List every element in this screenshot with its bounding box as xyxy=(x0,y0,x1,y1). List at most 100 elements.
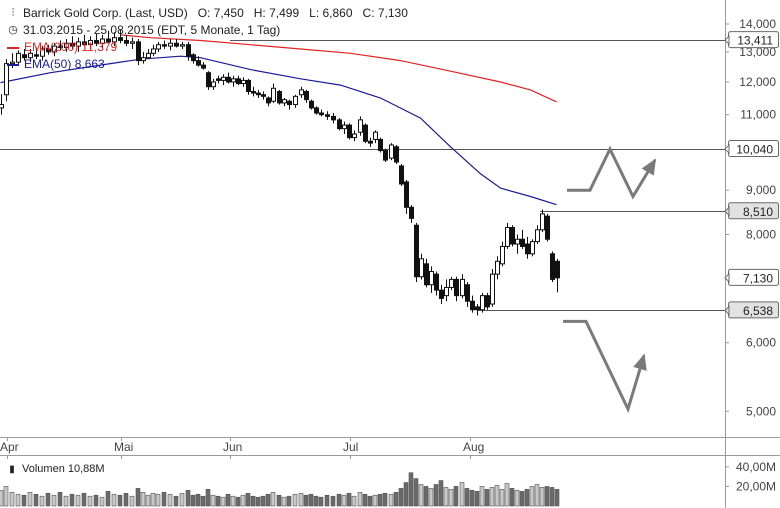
candle xyxy=(414,222,419,283)
volume-bar xyxy=(388,493,394,507)
candle xyxy=(196,56,201,67)
candle-body xyxy=(409,206,414,219)
y-tick-label: 9,000 xyxy=(746,183,776,197)
volume-bar xyxy=(150,492,156,507)
volume-bar xyxy=(514,490,520,507)
candle-body xyxy=(64,42,69,49)
candle-body xyxy=(28,52,33,59)
volume-bar xyxy=(367,495,373,507)
candle xyxy=(70,36,75,49)
low-value: 6,860 xyxy=(322,6,353,20)
volume-bar xyxy=(377,493,383,507)
candle-body xyxy=(399,165,404,185)
candlesticks xyxy=(0,29,560,316)
candle xyxy=(4,59,9,102)
candle-body xyxy=(337,119,342,130)
price-label-text: 13,411 xyxy=(737,34,773,48)
arrow-head xyxy=(641,158,657,176)
candle xyxy=(449,276,454,291)
close-label: C: xyxy=(362,6,375,20)
grid-lines xyxy=(0,40,725,311)
arrow-path xyxy=(563,319,646,414)
volume-bar xyxy=(93,494,99,507)
candle-body xyxy=(347,124,352,139)
candle-body xyxy=(470,300,475,311)
candle-body xyxy=(162,44,167,47)
candle xyxy=(525,236,530,259)
candle-body xyxy=(261,94,266,97)
volume-bar xyxy=(504,483,510,507)
volume-bar xyxy=(281,496,287,507)
volume-bar xyxy=(87,495,93,507)
candle-body xyxy=(266,97,271,104)
price-label-text: 10,040 xyxy=(736,143,773,157)
volume-bar xyxy=(494,485,500,507)
volume-tick-label: 40,00M xyxy=(736,460,776,474)
candle-body xyxy=(389,144,394,159)
volume-bar xyxy=(81,492,87,507)
x-tick-label: Jul xyxy=(343,440,358,454)
candle-body xyxy=(246,79,251,92)
volume-bar xyxy=(145,494,151,507)
candle-body xyxy=(211,81,216,88)
candle xyxy=(399,163,404,187)
candle xyxy=(58,40,63,51)
volume-bar xyxy=(382,492,388,507)
candle-body xyxy=(358,119,363,133)
candle xyxy=(373,130,378,144)
legend-ema200-row[interactable]: EMA(200) 11,379 xyxy=(6,39,408,56)
candle-body xyxy=(299,89,304,96)
candle xyxy=(76,37,81,52)
candle-body xyxy=(454,278,459,297)
volume-bar xyxy=(225,493,231,507)
candle xyxy=(16,50,21,66)
candle xyxy=(485,292,490,310)
candle-body xyxy=(58,45,63,49)
candle xyxy=(480,292,485,313)
candle xyxy=(470,295,475,313)
candle xyxy=(211,78,216,90)
bullish-arrow xyxy=(567,145,657,200)
candle-body xyxy=(331,115,336,121)
legend-ema50-row[interactable]: EMA(50) 8,663 xyxy=(6,56,408,73)
y-tick-label: 8,000 xyxy=(746,228,776,242)
candle-body xyxy=(40,48,45,57)
volume-bar xyxy=(324,494,330,507)
candle xyxy=(314,106,319,115)
volume-bar xyxy=(200,495,206,507)
volume-bar xyxy=(215,495,221,507)
candle xyxy=(231,75,236,87)
low-label: L: xyxy=(309,6,320,20)
price-label-pointer xyxy=(724,143,730,155)
candle-body xyxy=(319,112,324,116)
candle xyxy=(495,256,500,280)
candle xyxy=(277,89,282,105)
candle-body xyxy=(130,41,135,44)
candle-body xyxy=(429,271,434,286)
volume-bar xyxy=(129,495,135,507)
candle-body xyxy=(495,260,500,275)
candle xyxy=(304,89,309,103)
candle-body xyxy=(94,39,99,44)
volume-bar xyxy=(179,492,185,507)
candle xyxy=(106,30,111,44)
candle-body xyxy=(444,286,449,297)
y-tick-label: 6,000 xyxy=(746,336,776,350)
candle xyxy=(136,39,141,66)
candle-body xyxy=(82,41,87,46)
volume-bar xyxy=(205,489,211,507)
volume-value: 10,88M xyxy=(67,463,105,475)
open-label: O: xyxy=(197,6,211,20)
volume-bar xyxy=(351,495,357,507)
candle-body xyxy=(124,39,129,44)
candle-body xyxy=(106,38,111,43)
volume-bar xyxy=(362,493,368,507)
volume-bar xyxy=(534,484,540,507)
candle-body xyxy=(352,133,357,139)
candle xyxy=(520,229,525,249)
candle xyxy=(383,148,388,163)
volume-tick-label: 20,00M xyxy=(736,479,776,493)
candle xyxy=(299,86,304,98)
volume-bar xyxy=(123,492,129,507)
